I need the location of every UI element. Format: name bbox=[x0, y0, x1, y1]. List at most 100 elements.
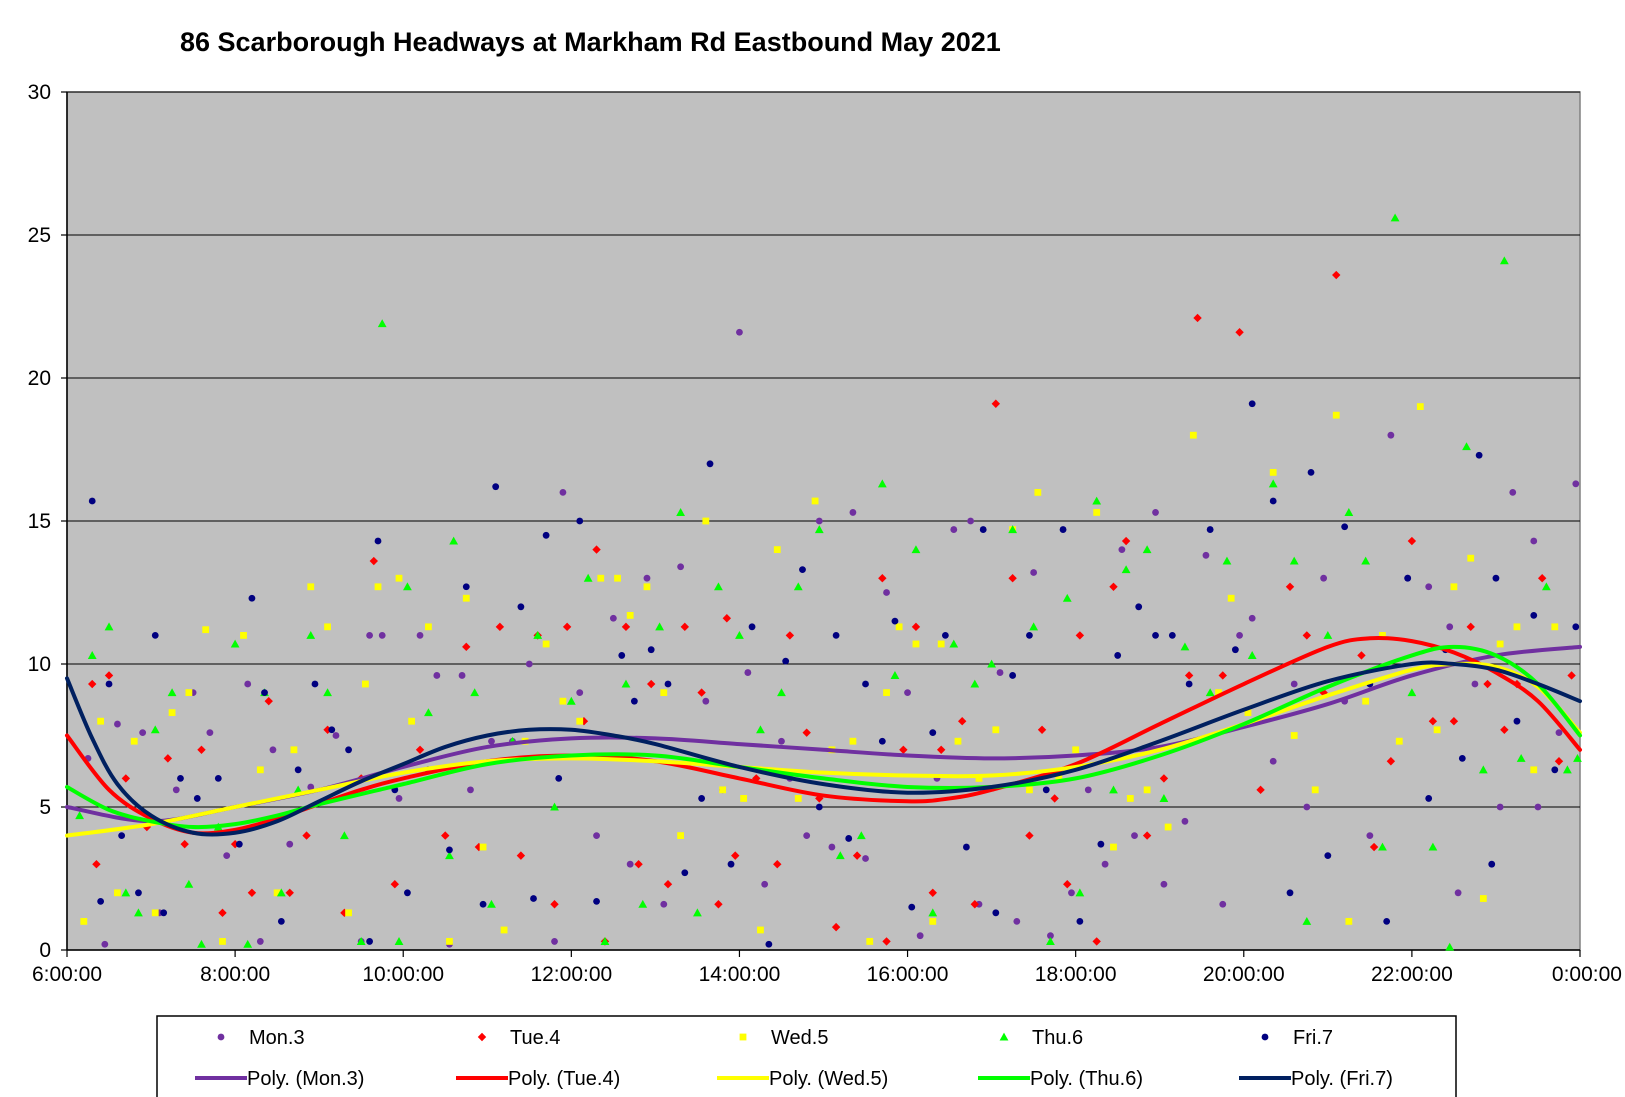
data-point-thu-6 bbox=[87, 651, 97, 659]
data-point-wed-5 bbox=[374, 583, 382, 591]
data-point-tue-4 bbox=[592, 545, 601, 554]
trendline-poly-thu-6 bbox=[65, 644, 1582, 830]
data-point-tue-4 bbox=[785, 631, 795, 640]
data-point-mon-3 bbox=[206, 729, 214, 737]
data-point-mon-3 bbox=[744, 669, 752, 676]
data-point-thu-6 bbox=[1302, 917, 1312, 925]
data-point-wed-5 bbox=[597, 574, 605, 582]
data-point-mon-3 bbox=[702, 697, 710, 705]
data-point-wed-5 bbox=[1164, 823, 1172, 831]
data-point-fri-7 bbox=[105, 680, 113, 688]
data-point-tue-4 bbox=[802, 728, 811, 737]
data-point-fri-7 bbox=[374, 537, 382, 545]
legend-label-poly-thu-6: Poly. (Thu.6) bbox=[1030, 1068, 1143, 1090]
data-point-fri-7 bbox=[1307, 468, 1315, 476]
data-point-thu-6 bbox=[714, 582, 723, 591]
data-point-mon-3 bbox=[1496, 803, 1504, 811]
data-point-wed-5 bbox=[1496, 640, 1504, 648]
data-point-mon-3 bbox=[1202, 551, 1210, 559]
data-point-tue-4 bbox=[562, 622, 572, 632]
data-point-tue-4 bbox=[970, 900, 979, 909]
data-point-thu-6 bbox=[377, 319, 387, 328]
data-point-mon-3 bbox=[1118, 546, 1126, 553]
data-point-tue-4 bbox=[663, 880, 673, 889]
data-point-fri-7 bbox=[1383, 918, 1391, 925]
data-point-tue-4 bbox=[104, 671, 114, 680]
data-point-mon-3 bbox=[950, 526, 958, 533]
data-point-thu-6 bbox=[987, 659, 997, 668]
legend-label-poly-fri-7: Poly. (Fri.7) bbox=[1291, 1068, 1393, 1090]
data-point-tue-4 bbox=[369, 556, 379, 566]
data-point-wed-5 bbox=[361, 680, 369, 688]
data-point-thu-6 bbox=[150, 725, 160, 734]
data-point-wed-5 bbox=[1215, 689, 1222, 696]
data-point-fri-7 bbox=[294, 766, 302, 774]
data-point-thu-6 bbox=[676, 508, 686, 516]
data-point-tue-4 bbox=[197, 745, 206, 754]
data-point-thu-6 bbox=[1092, 496, 1102, 505]
data-point-wed-5 bbox=[425, 623, 432, 631]
data-point-wed-5 bbox=[937, 640, 945, 648]
data-point-tue-4 bbox=[991, 399, 1001, 408]
data-point-tue-4 bbox=[882, 937, 891, 946]
data-point-fri-7 bbox=[1492, 574, 1500, 582]
legend-label-poly-tue-4: Poly. (Tue.4) bbox=[508, 1068, 620, 1090]
data-point-tue-4 bbox=[852, 851, 862, 860]
data-point-wed-5 bbox=[80, 918, 88, 925]
data-point-wed-5 bbox=[273, 889, 281, 897]
data-point-fri-7 bbox=[311, 680, 319, 688]
data-point-fri-7 bbox=[1530, 611, 1538, 619]
data-point-mon-3 bbox=[803, 832, 811, 839]
data-point-mon-3 bbox=[366, 632, 373, 639]
data-point-thu-6 bbox=[1159, 794, 1169, 802]
chart-title: 86 Scarborough Headways at Markham Rd Ea… bbox=[180, 27, 1001, 57]
legend-marker-fri-7 bbox=[1261, 1033, 1269, 1041]
data-point-mon-3 bbox=[1013, 918, 1021, 925]
data-point-thu-6 bbox=[134, 908, 143, 917]
data-point-thu-6 bbox=[1180, 642, 1190, 651]
data-point-mon-3 bbox=[307, 783, 315, 791]
data-point-tue-4 bbox=[390, 880, 400, 889]
legend-marker-tue-4 bbox=[477, 1032, 487, 1042]
series-wed-5 bbox=[80, 403, 1559, 945]
data-point-thu-6 bbox=[424, 708, 433, 717]
data-point-mon-3 bbox=[139, 729, 147, 737]
data-point-tue-4 bbox=[1319, 688, 1328, 697]
data-point-tue-4 bbox=[88, 679, 97, 689]
data-point-wed-5 bbox=[219, 938, 226, 945]
y-tick-label: 25 bbox=[28, 224, 51, 247]
data-point-wed-5 bbox=[1332, 411, 1340, 419]
data-point-tue-4 bbox=[230, 839, 240, 849]
data-point-wed-5 bbox=[202, 626, 210, 634]
data-points bbox=[75, 213, 1582, 951]
data-point-mon-3 bbox=[488, 737, 495, 745]
data-point-mon-3 bbox=[395, 795, 403, 802]
data-point-wed-5 bbox=[256, 766, 264, 774]
data-point-wed-5 bbox=[500, 926, 508, 934]
data-point-mon-3 bbox=[223, 852, 231, 860]
legend: Mon.3 Tue.4 Wed.5 Thu.6 Fri.7 Poly. (Mon.3) Po… bbox=[156, 1015, 1457, 1097]
data-point-mon-3 bbox=[778, 737, 785, 745]
data-point-tue-4 bbox=[1500, 725, 1509, 734]
data-point-tue-4 bbox=[1075, 631, 1085, 640]
y-tick-label: 15 bbox=[28, 510, 51, 533]
data-point-mon-3 bbox=[975, 900, 983, 908]
data-point-thu-6 bbox=[621, 679, 631, 688]
data-point-mon-3 bbox=[286, 840, 294, 848]
data-point-tue-4 bbox=[1193, 313, 1202, 323]
data-point-fri-7 bbox=[345, 746, 352, 754]
data-point-mon-3 bbox=[1366, 832, 1374, 839]
data-point-thu-6 bbox=[339, 831, 349, 840]
data-point-tue-4 bbox=[621, 622, 631, 632]
data-point-thu-6 bbox=[1323, 631, 1333, 639]
data-point-mon-3 bbox=[609, 614, 617, 622]
data-point-mon-3 bbox=[916, 932, 924, 940]
data-point-tue-4 bbox=[247, 888, 257, 897]
data-point-wed-5 bbox=[643, 583, 651, 591]
data-point-thu-6 bbox=[928, 908, 938, 917]
data-point-mon-3 bbox=[1387, 431, 1395, 439]
series-tue-4 bbox=[88, 270, 1576, 946]
data-point-mon-3 bbox=[1534, 803, 1542, 811]
data-point-fri-7 bbox=[727, 860, 735, 868]
data-point-wed-5 bbox=[1433, 726, 1441, 734]
